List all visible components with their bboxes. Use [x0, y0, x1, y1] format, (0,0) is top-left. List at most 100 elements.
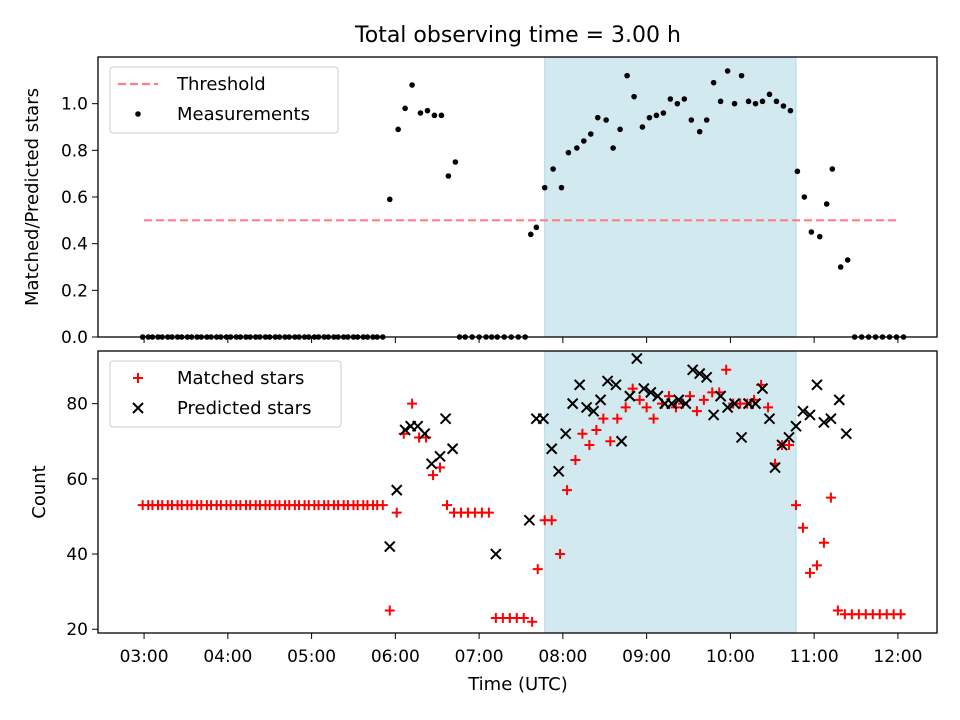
legend-label: Predicted stars	[177, 398, 311, 419]
measurement-point	[837, 264, 844, 270]
measurement-point	[653, 112, 660, 119]
predicted-star-point	[700, 371, 713, 384]
legend: Threshold Measurements	[109, 66, 339, 134]
matched-star-point	[428, 470, 439, 481]
matched-star-point	[442, 500, 453, 511]
matched-star-point	[584, 440, 595, 450]
y-tick-label: 0.0	[61, 328, 88, 348]
measurement-point	[674, 100, 681, 107]
measurement-point	[724, 68, 731, 74]
matched-star-point	[532, 564, 543, 575]
axes-frame	[97, 350, 938, 634]
predicted-star-point	[418, 428, 431, 440]
predicted-star-point	[673, 394, 685, 406]
matched-star-point	[691, 406, 702, 417]
predicted-star-point	[680, 397, 692, 410]
measurement-point	[438, 112, 445, 119]
matched-star-point	[591, 424, 602, 435]
predicted-star-point	[566, 397, 579, 410]
predicted-star-point	[693, 367, 706, 380]
measurement-point	[574, 145, 580, 151]
predicted-star-point	[825, 412, 837, 425]
predicted-star-point	[833, 394, 845, 406]
predicted-star-point	[399, 424, 411, 436]
legend-predicted-swatch	[132, 402, 144, 414]
measurement-point	[541, 184, 548, 191]
x-tick-label: 07:00	[455, 647, 504, 667]
measurement-point	[550, 166, 556, 172]
x-tick-label: 04:00	[203, 647, 252, 667]
x-tick-label: 12:00	[873, 647, 922, 667]
measurement-point	[452, 159, 459, 165]
matched-star-point	[763, 402, 774, 413]
predicted-star-point	[434, 450, 446, 462]
measurement-point	[766, 91, 773, 98]
matched-star-point	[641, 402, 652, 413]
predicted-star-point	[804, 409, 816, 421]
axes-frame	[97, 56, 938, 338]
predicted-star-point	[537, 412, 550, 425]
predicted-star-point	[559, 428, 572, 440]
measurement-point	[745, 98, 752, 105]
legend-label: Threshold	[176, 74, 266, 95]
legend-box	[109, 66, 339, 134]
bottom-panel: 20 40 60 80 Count Matched stars Predicted star…	[29, 350, 938, 640]
predicted-star-point	[645, 386, 657, 399]
matched-star-point	[620, 402, 631, 413]
measurement-point	[844, 257, 851, 263]
predicted-star-point	[552, 465, 565, 478]
measurement-point	[417, 110, 424, 116]
y-tick-label: 0.4	[61, 235, 88, 255]
matched-star-point	[791, 500, 802, 511]
x-tick-label: 08:00	[538, 647, 587, 667]
measurement-point	[581, 138, 587, 144]
y-tick-label: 20	[66, 620, 88, 640]
measurement-point	[409, 82, 415, 88]
predicted-star-point	[797, 405, 809, 417]
measurement-point	[431, 112, 438, 119]
matched-star-point	[407, 398, 418, 409]
measurement-point	[703, 117, 710, 123]
predicted-star-point	[446, 443, 459, 455]
predicted-star-point	[818, 416, 830, 429]
measurement-point	[610, 145, 616, 151]
predicted-star-point	[811, 379, 823, 391]
matched-star-point	[384, 605, 395, 616]
predicted-star-point	[391, 484, 403, 496]
predicted-star-point	[587, 405, 600, 417]
predicted-star-point	[631, 352, 643, 365]
predicted-star-point	[721, 401, 734, 414]
measurement-point	[667, 96, 674, 102]
measurement-point	[587, 131, 594, 137]
predicted-star-point	[735, 431, 748, 444]
measurement-point	[731, 100, 738, 107]
predicted-star-point	[384, 540, 396, 553]
predicted-star-point	[439, 412, 452, 425]
measurement-point	[738, 72, 745, 79]
predicted-star-point	[840, 428, 852, 440]
matched-star-point	[562, 485, 573, 496]
x-axis: 03:00 04:00 05:00 06:00 07:00 08:00 09:00 10:00…	[120, 647, 923, 667]
measurement-point	[527, 231, 534, 238]
predicted-star-point	[686, 364, 699, 376]
predicted-star-point	[523, 514, 536, 526]
matched-star-point	[698, 394, 709, 405]
measurement-point	[780, 103, 787, 109]
matched-star-point	[546, 515, 557, 526]
matched-star-point	[612, 413, 623, 424]
predicted-star-point	[763, 412, 776, 425]
predicted-star-point	[610, 379, 622, 391]
measurement-point	[558, 184, 565, 191]
measurement-point	[823, 201, 830, 207]
matched-star-point	[570, 455, 581, 466]
predicted-star-point	[615, 435, 628, 447]
predicted-star-point	[783, 431, 795, 444]
predicted-star-point	[714, 390, 727, 402]
measurement-point	[395, 126, 401, 133]
y-tick-label: 80	[66, 395, 88, 415]
matched-star-point	[391, 507, 402, 518]
measurement-point	[717, 98, 724, 105]
measurement-point	[386, 196, 393, 203]
y-tick-label: 60	[66, 470, 88, 490]
